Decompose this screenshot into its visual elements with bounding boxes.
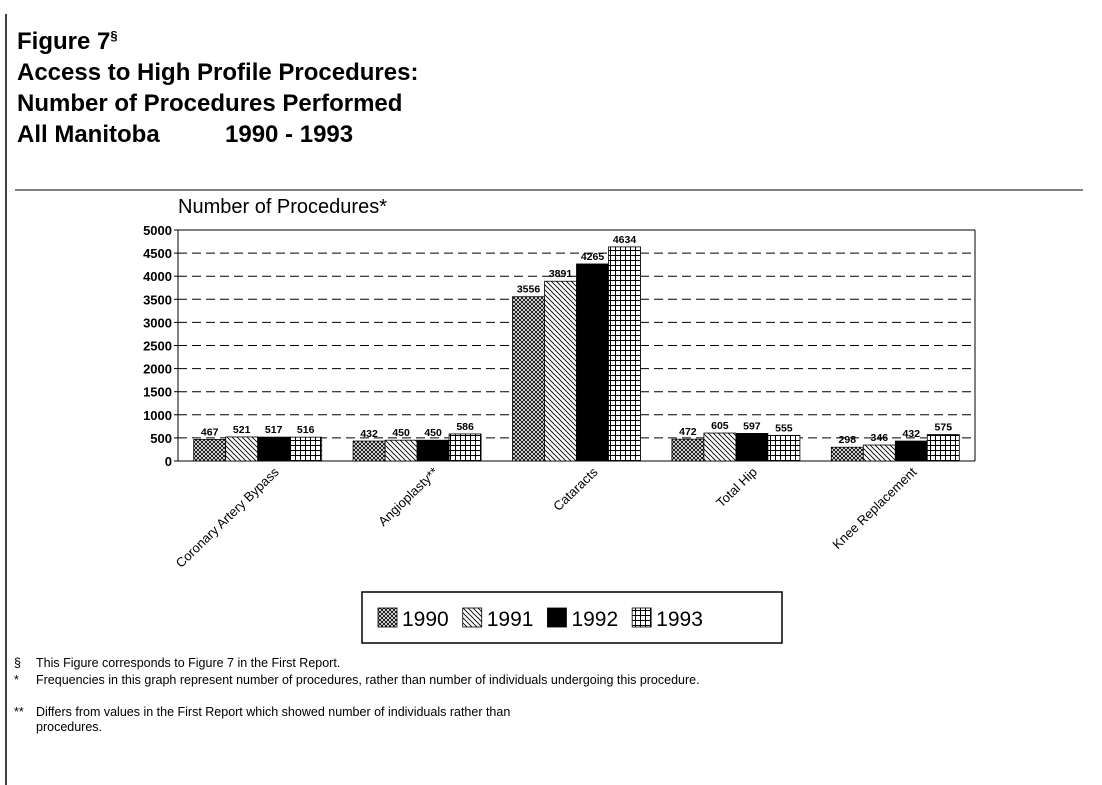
bar: [448, 433, 482, 462]
title-line: Number of Procedures Performed: [17, 90, 402, 117]
x-tick-label: Cataracts: [550, 464, 601, 514]
legend-label: 1991: [487, 608, 534, 631]
x-tick-label: Knee Replacement: [829, 464, 919, 552]
value-label: 346: [871, 432, 889, 444]
footnote-marker: *: [14, 673, 19, 687]
value-label: 450: [424, 427, 442, 439]
y-tick-label: 1000: [143, 408, 172, 423]
region: All Manitoba: [17, 121, 160, 148]
x-tick-label: Coronary Artery Bypass: [173, 464, 283, 570]
value-label: 586: [456, 421, 474, 433]
bar: [767, 434, 801, 462]
footnote-marker: §: [14, 656, 21, 670]
bar: [384, 439, 418, 462]
title-line: Access to High Profile Procedures:: [17, 59, 418, 86]
value-label: 597: [743, 420, 761, 432]
value-label: 3556: [517, 284, 541, 296]
y-tick-label: 1500: [143, 385, 172, 400]
value-label: 605: [711, 420, 729, 432]
bar: [926, 434, 960, 462]
value-label: 517: [265, 424, 283, 436]
bar: [193, 439, 227, 462]
legend-label: 1993: [656, 608, 703, 631]
bar: [225, 436, 259, 462]
bar: [671, 438, 705, 462]
footnote: * Frequencies in this graph represent num…: [14, 673, 814, 688]
footnote-marker: **: [14, 705, 24, 719]
footnote-text: Differs from values in the First Report …: [36, 705, 511, 734]
bar: [894, 440, 928, 462]
footnote: ** Differs from values in the First Repor…: [14, 705, 814, 735]
value-label: 521: [233, 424, 251, 436]
figure-label: Figure 7: [17, 28, 110, 55]
bar: [512, 296, 545, 462]
bar: [608, 246, 641, 462]
bar: [257, 436, 291, 462]
bar: [862, 444, 896, 462]
value-label: 4265: [581, 251, 605, 263]
legend-swatch: [631, 607, 652, 628]
y-tick-label: 0: [165, 454, 172, 469]
footnote-text: This Figure corresponds to Figure 7 in t…: [36, 656, 341, 670]
y-tick-label: 2000: [143, 362, 172, 377]
y-tick-label: 3500: [143, 292, 172, 307]
figure-mark: §: [110, 28, 117, 43]
bar: [830, 446, 864, 462]
value-label: 4634: [613, 234, 637, 246]
bar: [544, 280, 577, 462]
y-axis-label: Number of Procedures*: [178, 196, 387, 218]
legend-label: 1992: [571, 608, 618, 631]
y-tick-label: 4500: [143, 246, 172, 261]
legend-swatch: [462, 607, 483, 628]
footnote-text: Frequencies in this graph represent numb…: [36, 673, 700, 687]
legend-swatch: [547, 607, 567, 628]
value-label: 450: [392, 427, 410, 439]
x-tick-label: Total Hip: [713, 464, 760, 510]
value-label: 472: [679, 426, 697, 438]
legend-box: [361, 591, 783, 644]
period: 1990 - 1993: [225, 121, 353, 148]
value-label: 3891: [549, 268, 573, 280]
y-tick-label: 4000: [143, 269, 172, 284]
bar: [735, 433, 769, 462]
bar: [352, 440, 386, 462]
y-tick-label: 5000: [143, 223, 172, 238]
legend-swatch: [377, 607, 398, 628]
y-tick-label: 2500: [143, 339, 172, 354]
title: Figure 7§: [17, 28, 118, 55]
y-tick-label: 500: [150, 431, 172, 446]
legend-label: 1990: [402, 608, 449, 631]
value-label: 432: [903, 428, 921, 440]
bar: [416, 439, 450, 462]
value-label: 555: [775, 422, 793, 434]
footnote: § This Figure corresponds to Figure 7 in …: [14, 656, 814, 671]
y-tick-label: 3000: [143, 315, 172, 330]
value-label: 575: [935, 421, 953, 433]
value-label: 467: [201, 426, 219, 438]
value-label: 432: [360, 428, 378, 440]
value-label: 516: [297, 424, 315, 436]
x-tick-label: Angioplasty**: [375, 464, 441, 529]
value-label: 298: [839, 434, 857, 446]
bar: [289, 436, 323, 462]
bar: [703, 432, 737, 462]
bar: [576, 263, 609, 462]
